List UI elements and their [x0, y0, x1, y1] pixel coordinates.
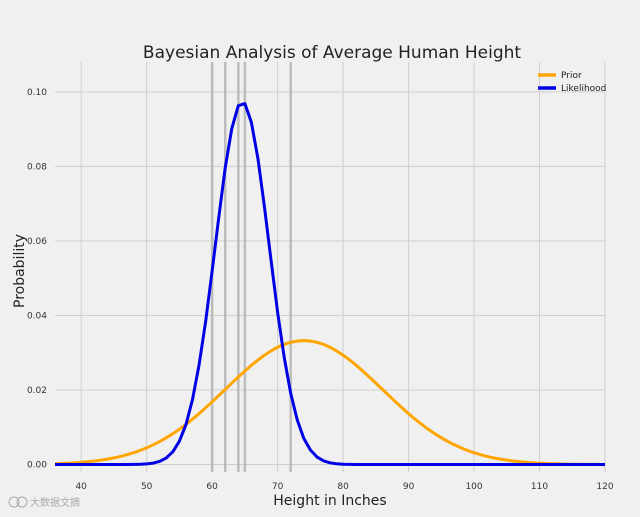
- x-tick-label: 50: [141, 482, 153, 492]
- y-tick-label: 0.02: [27, 386, 47, 396]
- x-tick-label: 40: [75, 482, 87, 492]
- series-line-likelihood: [55, 102, 605, 466]
- legend: Prior Likelihood: [538, 71, 606, 94]
- series-line-prior: [54, 339, 605, 466]
- x-tick-label: 100: [465, 482, 482, 492]
- x-axis-label: Height in Inches: [273, 493, 386, 509]
- y-tick-label: 0.06: [27, 237, 47, 247]
- chart-title: Bayesian Analysis of Average Human Heigh…: [143, 43, 521, 63]
- watermark-logo: [8, 496, 28, 508]
- y-tick-label: 0.00: [27, 461, 47, 471]
- legend-label-likelihood: Likelihood: [561, 84, 606, 94]
- x-tick-label: 120: [596, 482, 613, 492]
- x-tick-label: 90: [403, 482, 415, 492]
- plot-area: [55, 62, 605, 472]
- y-tick-label: 0.04: [27, 311, 47, 321]
- x-tick-label: 80: [337, 482, 349, 492]
- watermark-text: 大数据文摘: [30, 496, 80, 509]
- watermark: 大数据文摘: [8, 496, 80, 509]
- legend-label-prior: Prior: [561, 71, 582, 81]
- y-tick-label: 0.08: [27, 162, 47, 172]
- series-lines: [54, 102, 605, 466]
- tick-labels: 40 50 60 70 80 90 100 110 120 0.00 0.02 0.04 0.06 0.0…: [27, 88, 614, 492]
- x-tick-label: 110: [531, 482, 548, 492]
- x-tick-label: 60: [206, 482, 218, 492]
- x-tick-label: 70: [272, 482, 284, 492]
- y-axis-label: Probability: [12, 234, 28, 308]
- grid: [55, 62, 606, 472]
- y-tick-label: 0.10: [27, 88, 47, 98]
